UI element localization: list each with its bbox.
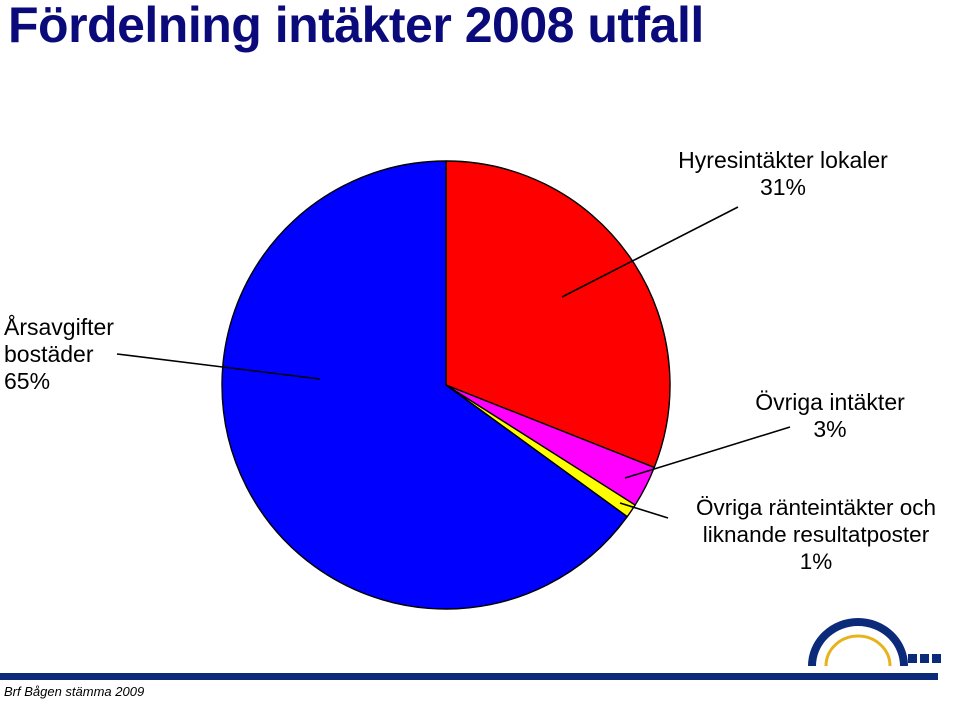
slice-label-percent: 3% <box>813 416 847 442</box>
leader-line-hyresintakter <box>561 206 739 298</box>
slice-label-line: Årsavgifter <box>4 314 114 340</box>
leader-line-ovriga-intakter <box>624 426 791 479</box>
slice-label-arsavgifter-bostader: Årsavgifter bostäder 65% <box>4 314 114 395</box>
pie-slices <box>221 160 671 610</box>
slice-label-hyresintakter-lokaler: Hyresintäkter lokaler 31% <box>640 147 926 201</box>
pie-slice-arsavgifter-bostader <box>221 160 628 610</box>
slice-label-line: Hyresintäkter lokaler <box>678 147 888 173</box>
slice-label-line: Övriga intäkter <box>755 389 905 415</box>
slice-label-percent: 31% <box>759 174 807 200</box>
leader-line-ranteintakter <box>619 502 669 519</box>
slice-label-line: bostäder <box>4 341 94 367</box>
footer-bar <box>0 673 938 680</box>
slice-label-percent: 1% <box>799 549 833 574</box>
slice-label-ovriga-intakter: Övriga intäkter 3% <box>724 389 936 443</box>
footer-text: Brf Bågen stämma 2009 <box>4 684 145 699</box>
slice-label-ovriga-ranteintakter: Övriga ränteintäkter och liknande result… <box>672 494 960 575</box>
slice-label-line: liknande resultatposter <box>702 522 930 547</box>
pie-slice-hyresintakter-lokaler <box>445 160 671 469</box>
arch-logo-icon <box>808 618 941 667</box>
slice-label-percent: 65% <box>4 368 51 394</box>
leader-lines <box>116 206 791 519</box>
leader-line-arsavgifter <box>116 353 321 380</box>
page-title: Fördelning intäkter 2008 utfall <box>8 0 704 53</box>
slice-label-line: Övriga ränteintäkter och <box>695 495 937 520</box>
